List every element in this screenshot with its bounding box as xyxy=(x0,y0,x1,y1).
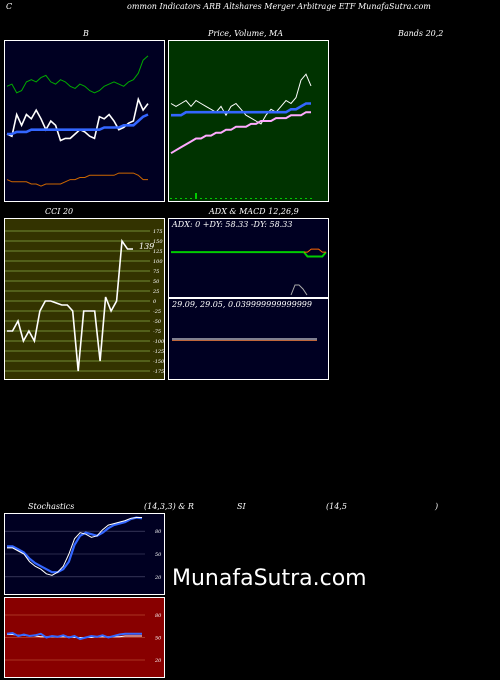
volume-bar xyxy=(270,198,272,199)
cci-label: CCI 20 xyxy=(45,207,74,216)
adx-macd-label: ADX & MACD 12,26,9 xyxy=(209,207,299,216)
stoch-label-b: (14,3,3) & R xyxy=(144,502,194,511)
price-panel xyxy=(168,40,329,202)
rsi-tick-label: 20 xyxy=(154,658,162,664)
price-ma-label: Price, Volume, MA xyxy=(208,29,284,38)
volume-bar xyxy=(305,198,307,199)
stochastics-panel: 80 50 20 xyxy=(4,513,165,595)
volume-bar xyxy=(230,198,232,199)
cci-tick-label: 75 xyxy=(153,269,159,275)
volume-bar xyxy=(185,198,187,199)
cci-tick-label: 150 xyxy=(153,239,163,245)
volume-bar xyxy=(280,198,282,199)
volume-bar xyxy=(240,198,242,199)
volume-bar xyxy=(225,198,227,199)
upper-band-line xyxy=(6,55,149,94)
volume-bar xyxy=(290,198,292,199)
bands-right-label: Bands 20,2 xyxy=(398,29,444,38)
volume-bar xyxy=(180,198,182,199)
lower-band-line xyxy=(6,172,148,187)
bollinger-chart xyxy=(6,55,149,187)
cci-tick-label: 175 xyxy=(153,229,163,235)
cci-line xyxy=(7,238,133,372)
rsi-tick-label: 50 xyxy=(155,636,162,642)
stoch-tick-label: 20 xyxy=(154,575,162,581)
rsi-tick-label: 80 xyxy=(155,613,162,619)
cci-tick-label: -100 xyxy=(153,339,164,345)
volume-bar xyxy=(245,198,247,199)
cci-tick-label: 100 xyxy=(153,259,163,265)
stoch-tick-label: 80 xyxy=(155,529,162,535)
stoch-label-c: SI xyxy=(237,502,246,511)
volume-bar xyxy=(260,198,262,199)
volume-bar xyxy=(205,198,207,199)
stoch-k-line xyxy=(7,516,143,574)
cci-tick-label: -150 xyxy=(153,359,164,365)
volume-bar xyxy=(310,198,312,199)
cci-tick-label: 25 xyxy=(152,289,159,295)
stochastics-chart: 80 50 20 xyxy=(5,516,162,581)
cci-tick-label: 0 xyxy=(153,299,157,305)
macd-chart xyxy=(172,338,317,341)
price-chart xyxy=(170,73,312,199)
stoch-label-e: ) xyxy=(435,502,439,511)
volume-bar xyxy=(250,198,252,199)
adx-readout: ADX: 0 +DY: 58.33 -DY: 58.33 xyxy=(172,220,293,229)
adx-plus-di-line xyxy=(171,251,327,258)
rsi-panel: 80 50 20 xyxy=(4,597,165,678)
adx-chart xyxy=(171,248,327,296)
price-line xyxy=(6,96,149,142)
adx-panel: ADX: 0 +DY: 58.33 -DY: 58.33 xyxy=(168,218,329,298)
volume-bar xyxy=(200,198,202,199)
cci-tick-label: 125 xyxy=(153,249,163,255)
cci-tick-label: -75 xyxy=(153,329,161,335)
stoch-label-a: Stochastics xyxy=(28,502,75,511)
volume-bar xyxy=(265,198,267,199)
stoch-tick-label: 50 xyxy=(155,552,162,558)
page-title: ommon Indicators ARB Altshares Merger Ar… xyxy=(127,2,431,11)
macd-readout: 29.09, 29.05, 0.039999999999999 xyxy=(172,300,312,309)
volume-bar xyxy=(285,198,287,199)
volume-bar xyxy=(295,198,297,199)
volume-bar xyxy=(255,198,257,199)
header-left: C xyxy=(6,2,13,11)
watermark: MunafaSutra.com xyxy=(172,566,367,591)
volume-bar xyxy=(235,198,237,199)
middle-band-line xyxy=(7,113,149,136)
stoch-d-line xyxy=(7,517,142,576)
volume-bar xyxy=(300,198,302,199)
ma-line xyxy=(171,102,311,117)
long-ma-line xyxy=(170,111,311,155)
volume-bar xyxy=(190,198,192,199)
adx-line xyxy=(290,284,308,296)
cci-tick-label: 50 xyxy=(153,279,160,285)
rsi-chart: 80 50 20 xyxy=(5,613,162,664)
adx-minus-di-line xyxy=(303,248,326,253)
volume-bar xyxy=(215,198,217,199)
macd-panel: 29.09, 29.05, 0.039999999999999 xyxy=(168,298,329,380)
volume-bar xyxy=(195,193,197,199)
cci-tick-label: -25 xyxy=(153,309,161,315)
cci-tick-label: -50 xyxy=(153,319,162,325)
volume-bar xyxy=(210,198,212,199)
bands-label: B xyxy=(83,29,89,38)
cci-chart: 175 150 125 100 75 50 25 0 -25 -50 -75 -100 -125 -150… xyxy=(5,229,164,375)
volume-bar xyxy=(275,198,277,199)
cci-panel: 175 150 125 100 75 50 25 0 -25 -50 -75 -100 -125 -150… xyxy=(4,218,165,380)
cci-tick-label: -175 xyxy=(153,369,164,375)
volume-bar xyxy=(175,198,177,199)
stoch-label-d: (14,5 xyxy=(326,502,347,511)
bollinger-panel xyxy=(4,40,165,202)
rsi-line xyxy=(6,631,142,641)
cci-tick-label: -125 xyxy=(153,349,164,355)
volume-bar xyxy=(170,198,172,199)
price-line xyxy=(170,73,312,125)
cci-last-value: 139 xyxy=(139,242,154,251)
volume-bar xyxy=(220,198,222,199)
